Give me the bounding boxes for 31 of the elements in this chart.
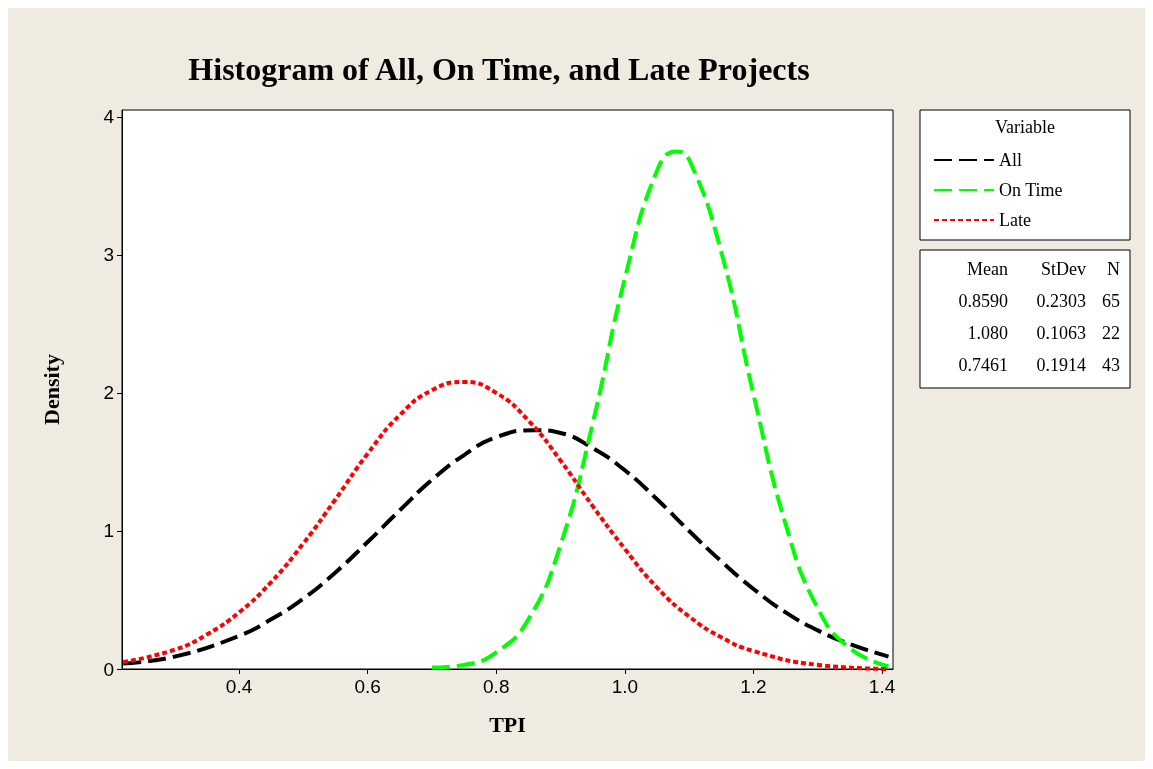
y-tick-label: 1 (103, 520, 114, 542)
x-tick-label: 0.6 (354, 676, 381, 697)
text: 0.1063 (1036, 323, 1086, 343)
x-tick-label: 0.8 (483, 676, 510, 697)
chart-title: Histogram of All, On Time, and Late Projects (188, 51, 810, 87)
text: StDev (1041, 259, 1086, 279)
x-tick-label: 0.4 (225, 676, 253, 697)
x-axis-title: TPI (489, 711, 526, 737)
legend-label: Late (999, 210, 1031, 230)
y-tick-label: 0 (103, 658, 114, 680)
x-tick-label: 1.2 (740, 676, 767, 697)
x-tick-label: 1.4 (868, 676, 896, 697)
legend-title: Variable (995, 117, 1055, 137)
y-tick-label: 2 (103, 382, 114, 404)
legend-label: All (999, 150, 1023, 170)
text: 22 (1102, 323, 1120, 343)
text: Mean (967, 259, 1008, 279)
text: 1.080 (967, 323, 1008, 343)
text: 0.2303 (1036, 291, 1086, 311)
text: N (1107, 259, 1120, 279)
text: 0.7461 (958, 355, 1008, 375)
text: 65 (1102, 291, 1120, 311)
text: 0.1914 (1036, 355, 1086, 375)
y-axis-title: Density (38, 354, 64, 425)
legend-label: On Time (999, 180, 1063, 200)
x-tick-label: 1.0 (611, 676, 639, 697)
line-series (429, 149, 891, 670)
text: 43 (1102, 355, 1120, 375)
y-tick-label: 4 (103, 106, 115, 128)
y-tick-label: 3 (103, 244, 114, 266)
text: 0.8590 (958, 291, 1008, 311)
